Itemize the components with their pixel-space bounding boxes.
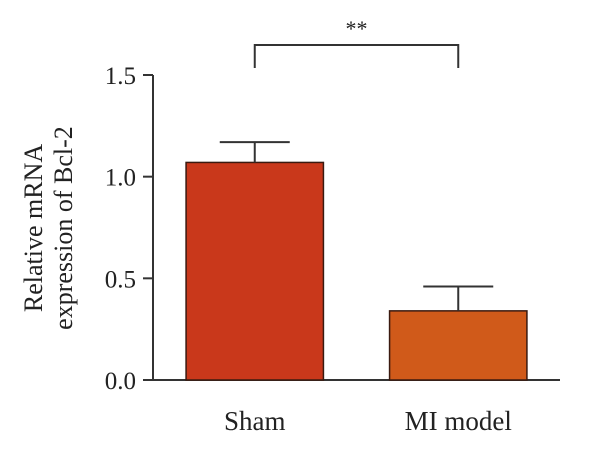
y-tick-label: 0.0	[105, 368, 136, 395]
y-tick-label: 1.0	[105, 165, 136, 192]
x-tick-label: Sham	[224, 406, 286, 436]
significance-bracket-line	[253, 44, 460, 68]
y-tick-label: 0.5	[105, 266, 136, 293]
y-axis-label-line-1: Relative mRNA	[19, 144, 48, 312]
bar-1	[388, 310, 528, 381]
significance-bracket: **	[253, 16, 460, 68]
significance-label: **	[346, 16, 368, 41]
y-axis-label-line-2: expression of Bcl-2	[49, 126, 78, 330]
bars	[185, 161, 528, 381]
error-bars	[219, 141, 494, 311]
bar-0	[185, 161, 325, 381]
y-axis-label: Relative mRNA expression of Bcl-2	[19, 126, 78, 330]
axes: 0.0 0.5 1.0 1.5 Sham MI model	[105, 63, 560, 436]
x-tick-label: MI model	[405, 406, 512, 436]
y-tick-label: 1.5	[105, 63, 136, 90]
